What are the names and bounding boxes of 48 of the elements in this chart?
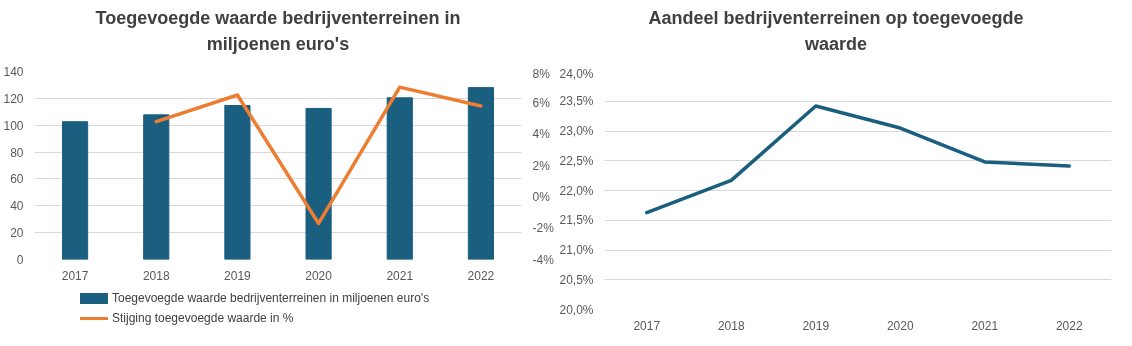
legend-label: Stijging toegevoegde waarde in % xyxy=(112,310,294,328)
line-series xyxy=(645,104,1071,215)
y-tick-label: 100 xyxy=(3,118,24,133)
y-tick-label: 23,5% xyxy=(559,94,594,109)
y-tick-label: 0 xyxy=(16,253,24,267)
x-tick-label: 2020 xyxy=(305,268,333,283)
x-tick-label: 2021 xyxy=(971,318,999,333)
x-tick-label: 2022 xyxy=(467,268,495,283)
x-tick-label: 2017 xyxy=(633,318,661,333)
x-tick-label: 2017 xyxy=(61,268,89,283)
line-series xyxy=(154,85,483,226)
bar xyxy=(224,104,251,260)
y-tick-label: 140 xyxy=(3,65,24,79)
x-tick-label: 2018 xyxy=(142,268,170,283)
bar xyxy=(305,107,332,260)
y-tick-label: 20 xyxy=(10,226,24,241)
y-tick-label: 120 xyxy=(3,91,24,106)
y-tick-label: 80 xyxy=(10,145,24,160)
y-tick-label: 60 xyxy=(10,172,24,187)
bar xyxy=(386,97,413,260)
y2-tick-label: 8% xyxy=(532,66,551,81)
legend-label: Toegevoegde waarde bedrijventerreinen in miljoenen euro's xyxy=(112,290,430,307)
y-tick-label: 22,5% xyxy=(559,153,594,168)
x-tick-label: 2020 xyxy=(886,318,914,333)
chart-title: Aandeel bedrijventerreinen op toegevoegde waarde xyxy=(647,7,1025,56)
bar xyxy=(467,87,494,260)
y2-tick-label: 2% xyxy=(532,158,551,173)
y-tick-label: 40 xyxy=(10,199,24,214)
y-tick-label: 23,0% xyxy=(559,124,594,138)
x-tick-label: 2019 xyxy=(224,268,252,283)
y-tick-label: 21,0% xyxy=(559,243,594,257)
y2-tick-label: -2% xyxy=(532,221,555,236)
y-tick-label: 20,0% xyxy=(559,302,594,317)
bar xyxy=(62,121,89,260)
y2-tick-label: -4% xyxy=(532,252,555,267)
y2-tick-label: 0% xyxy=(532,189,551,204)
y-tick-label: 20,5% xyxy=(559,272,594,287)
x-tick-label: 2022 xyxy=(1055,318,1083,333)
x-tick-label: 2018 xyxy=(717,318,745,333)
y-tick-label: 21,5% xyxy=(559,213,594,228)
y2-tick-label: 6% xyxy=(532,95,551,110)
bar xyxy=(143,114,170,260)
x-tick-label: 2019 xyxy=(802,318,830,333)
y-tick-label: 24,0% xyxy=(559,66,594,81)
chart-title: Toegevoegde waarde bedrijventerreinen in miljoenen euro's xyxy=(94,7,462,56)
y-tick-label: 22,0% xyxy=(559,183,594,198)
y2-tick-label: 4% xyxy=(532,127,551,142)
x-tick-label: 2021 xyxy=(386,268,414,283)
